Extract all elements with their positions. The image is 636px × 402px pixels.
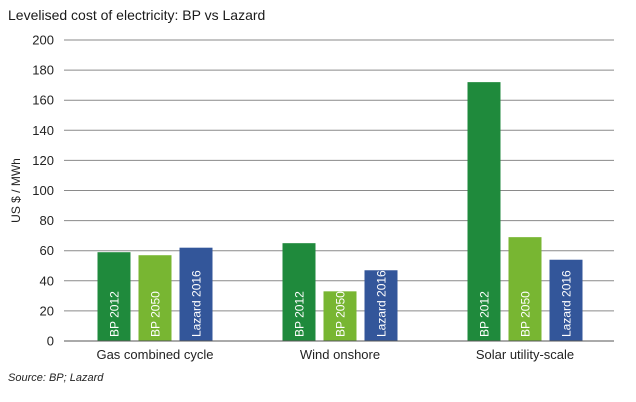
bar-series-label: Lazard 2016 xyxy=(375,270,389,337)
y-tick-label: 200 xyxy=(32,33,54,48)
x-category-label: Gas combined cycle xyxy=(96,347,213,362)
bar xyxy=(364,270,398,341)
bar-series-label: BP 2050 xyxy=(149,291,163,337)
y-tick-label: 140 xyxy=(32,123,54,138)
y-tick-label: 20 xyxy=(40,303,54,318)
bar-labels: BP 2012 BP 2050 Lazard 2016 BP 2012 BP 2050 L… xyxy=(108,270,574,337)
bar xyxy=(179,247,213,341)
bar-series-label: BP 2012 xyxy=(478,291,492,337)
bar-series-label: Lazard 2016 xyxy=(190,270,204,337)
bar xyxy=(97,252,131,341)
bar xyxy=(467,82,501,341)
bar xyxy=(549,259,583,341)
bar-series-label: BP 2012 xyxy=(293,291,307,337)
y-axis-title: US $ / MWh xyxy=(9,158,23,223)
y-tick-label: 180 xyxy=(32,63,54,78)
y-tick-label: 60 xyxy=(40,243,54,258)
y-tick-label: 100 xyxy=(32,183,54,198)
chart-title: Levelised cost of electricity: BP vs Laz… xyxy=(8,7,266,23)
x-axis-categories: Gas combined cycle Wind onshore Solar util… xyxy=(96,347,574,362)
y-tick-label: 40 xyxy=(40,273,54,288)
bar-series-label: Lazard 2016 xyxy=(560,270,574,337)
bar xyxy=(282,243,316,341)
bar xyxy=(508,237,542,341)
bars xyxy=(97,82,583,341)
bar-series-label: BP 2050 xyxy=(334,291,348,337)
y-tick-label: 160 xyxy=(32,93,54,108)
y-axis-ticks: 0 20 40 60 80 100 120 140 160 180 200 xyxy=(32,33,54,349)
bar-series-label: BP 2012 xyxy=(108,291,122,337)
y-tick-label: 80 xyxy=(40,213,54,228)
x-category-label: Wind onshore xyxy=(300,347,380,362)
y-tick-label: 0 xyxy=(47,334,54,349)
y-tick-label: 120 xyxy=(32,153,54,168)
bar xyxy=(138,255,172,341)
bar xyxy=(323,291,357,341)
x-category-label: Solar utility-scale xyxy=(476,347,574,362)
source-note: Source: BP; Lazard xyxy=(8,372,104,384)
bar-series-label: BP 2050 xyxy=(519,291,533,337)
